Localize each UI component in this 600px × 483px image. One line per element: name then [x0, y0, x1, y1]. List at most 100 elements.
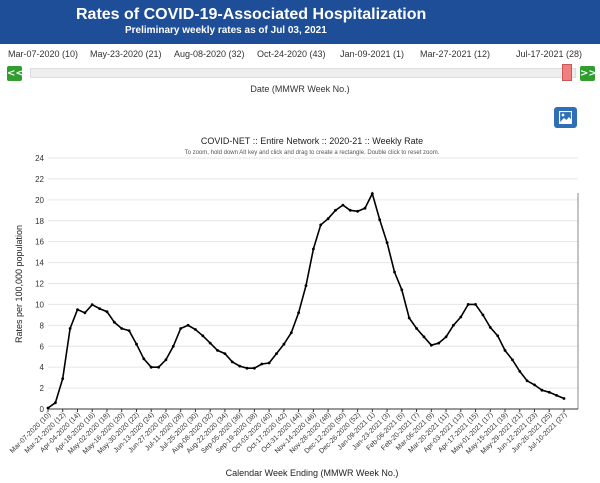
y-tick-label: 20 — [35, 196, 44, 205]
data-point — [533, 383, 536, 387]
data-point — [429, 343, 433, 347]
data-point — [356, 209, 359, 213]
page-title: Rates of COVID-19-Associated Hospitaliza… — [76, 6, 427, 23]
data-point — [488, 326, 492, 329]
data-point — [370, 192, 374, 196]
data-point — [518, 370, 522, 373]
data-point — [437, 341, 441, 345]
y-tick-label: 24 — [35, 154, 44, 163]
data-point — [105, 310, 109, 314]
data-point — [407, 316, 411, 320]
data-point — [171, 344, 175, 348]
data-point — [348, 208, 352, 212]
y-tick-label: 18 — [35, 217, 44, 226]
data-point — [267, 361, 271, 365]
slider-label: May-23-2020 (21) — [90, 49, 162, 59]
data-point — [157, 365, 161, 369]
data-point — [142, 357, 146, 361]
data-point — [208, 341, 212, 345]
data-point — [238, 364, 242, 368]
data-point — [415, 327, 418, 330]
data-point — [341, 203, 345, 207]
slider-label: Oct-24-2020 (43) — [257, 49, 326, 59]
data-point — [289, 331, 293, 335]
data-point — [525, 379, 529, 383]
data-point — [282, 342, 286, 346]
data-point — [378, 218, 382, 222]
y-tick-label: 12 — [35, 280, 44, 289]
data-point — [135, 342, 138, 346]
data-point — [245, 366, 249, 370]
data-point — [223, 352, 227, 355]
data-point — [555, 394, 558, 397]
date-slider-labels: Mar-07-2020 (10) May-23-2020 (21) Aug-08… — [0, 49, 600, 63]
data-point — [149, 365, 153, 369]
y-tick-label: 2 — [40, 384, 45, 393]
data-point — [275, 352, 278, 355]
page-header: Rates of COVID-19-Associated Hospitaliza… — [0, 0, 600, 44]
data-point — [120, 327, 124, 330]
data-point — [179, 327, 183, 330]
slider-prev-button[interactable]: << — [7, 66, 24, 81]
data-point — [127, 329, 131, 332]
date-slider-handle[interactable] — [562, 64, 572, 81]
data-point — [363, 206, 367, 210]
slider-label: Mar-07-2020 (10) — [8, 49, 79, 59]
data-point — [54, 401, 57, 405]
slider-label: Aug-08-2020 (32) — [174, 49, 245, 59]
y-tick-label: 10 — [35, 300, 44, 309]
data-point — [194, 328, 197, 331]
data-point — [112, 320, 116, 324]
series-line — [47, 191, 565, 409]
data-point — [312, 247, 315, 251]
download-image-button[interactable] — [554, 107, 577, 128]
data-point — [503, 349, 507, 352]
slider-label: Mar-27-2021 (12) — [420, 49, 491, 59]
chart-subtitle: To zoom, hold down Alt key and click and… — [185, 150, 440, 156]
data-point — [68, 327, 72, 330]
slider-caption: Date (MMWR Week No.) — [250, 84, 350, 94]
data-point — [98, 307, 101, 310]
data-point — [481, 313, 485, 317]
data-point — [46, 406, 50, 410]
data-point — [400, 288, 404, 292]
y-tick-label: 16 — [35, 238, 44, 247]
data-point — [334, 208, 337, 212]
data-point — [452, 323, 455, 327]
data-point — [326, 217, 330, 221]
slider-label: Jan-09-2021 (1) — [340, 49, 405, 59]
data-point — [547, 390, 551, 394]
data-point — [393, 270, 396, 274]
data-point — [76, 308, 79, 311]
y-tick-label: 0 — [40, 405, 45, 414]
slider-next-button[interactable]: >> — [580, 66, 597, 81]
data-point — [319, 223, 323, 227]
chart-title: COVID-NET :: Entire Network :: 2020-21 :… — [201, 136, 423, 146]
date-slider-track[interactable] — [30, 68, 576, 78]
y-tick-label: 4 — [40, 363, 45, 372]
data-point — [304, 284, 308, 287]
data-point — [253, 366, 256, 370]
data-point — [496, 334, 500, 338]
page-subtitle: Preliminary weekly rates as of Jul 03, 2… — [125, 25, 327, 36]
image-icon — [559, 111, 572, 124]
y-tick-label: 14 — [35, 259, 44, 268]
data-point — [61, 377, 65, 381]
data-point — [186, 323, 190, 327]
data-point — [466, 303, 470, 306]
data-point — [562, 397, 566, 400]
y-tick-label: 8 — [40, 321, 45, 330]
y-tick-label: 22 — [35, 175, 44, 184]
data-point — [540, 388, 544, 392]
data-point — [230, 360, 234, 364]
y-tick-label: 6 — [40, 342, 45, 351]
data-point — [444, 335, 448, 339]
data-point — [90, 303, 94, 307]
data-point — [260, 362, 264, 366]
data-point — [83, 311, 87, 315]
y-axis-label: Rates per 100,000 population — [14, 225, 24, 343]
slider-label: Jul-17-2021 (28) — [516, 49, 583, 59]
data-point — [459, 315, 463, 319]
data-point — [422, 335, 426, 339]
